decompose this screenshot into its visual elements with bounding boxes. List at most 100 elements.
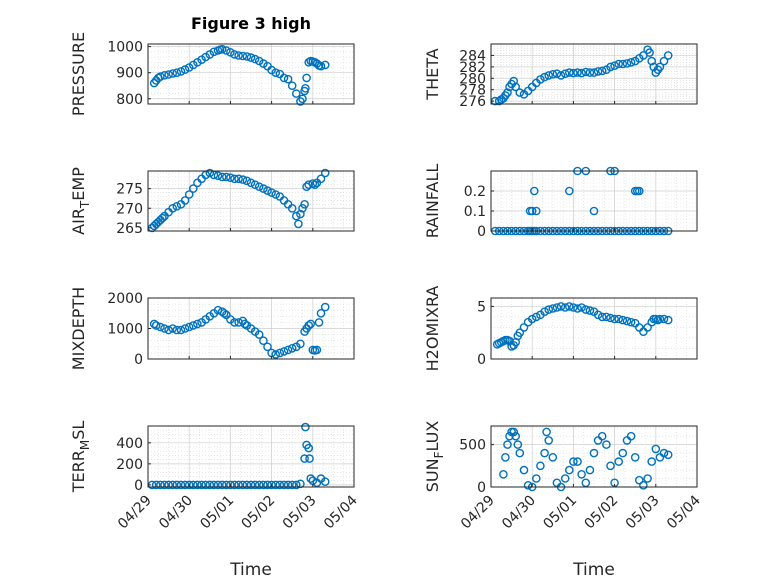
subplot-mixdepth: 0 1000 2000 MIXDEPTH <box>69 287 355 370</box>
data-point <box>287 480 297 490</box>
data-point <box>659 56 669 66</box>
y-axis-label: SUNFLUX <box>423 421 446 493</box>
data-point <box>267 480 276 490</box>
data-point <box>304 321 314 330</box>
data-point <box>254 480 264 490</box>
data-point <box>503 88 512 97</box>
data-point <box>509 427 519 437</box>
data-point <box>250 180 260 189</box>
data-point <box>151 480 161 490</box>
data-point <box>221 172 231 182</box>
data-point <box>240 319 250 329</box>
data-point <box>527 206 537 216</box>
axes-box <box>490 297 698 360</box>
data-point <box>659 314 669 324</box>
data-point <box>296 97 305 106</box>
subplot-terr-msl: 0 200 400 04/29 04/30 05/01 05/02 05/03 05/04 TER… <box>69 421 361 533</box>
data-point <box>569 457 578 466</box>
data-point <box>663 450 673 460</box>
y-tick-label: 0.2 <box>464 184 486 200</box>
data-point <box>560 474 570 483</box>
data-point <box>301 84 310 93</box>
data-point <box>320 302 330 312</box>
data-point <box>168 480 177 490</box>
data-point <box>300 199 309 209</box>
data-point <box>593 67 603 76</box>
axes-box <box>147 43 355 105</box>
subplot-rainfall: 0 0.1 0.2 RAINFALL <box>423 164 698 240</box>
data-point <box>168 324 177 333</box>
data-point <box>577 303 586 312</box>
data-point <box>160 324 169 333</box>
data-point <box>511 82 521 92</box>
data-point <box>193 319 202 329</box>
data-point <box>246 53 256 62</box>
data-point <box>655 62 665 72</box>
data-point <box>168 203 177 213</box>
data-point <box>300 454 309 463</box>
data-point <box>279 73 289 83</box>
data-point <box>622 316 632 326</box>
data-point <box>614 59 624 69</box>
data-point <box>242 176 252 186</box>
data-point <box>158 213 167 223</box>
data-point <box>602 440 611 449</box>
data-point <box>242 52 252 61</box>
data-point <box>201 480 210 490</box>
subplot-h2omixra: 0 5 H2OMIXRA <box>423 286 698 372</box>
data-point <box>548 452 558 462</box>
data-point <box>287 343 297 353</box>
data-point <box>254 330 264 339</box>
data-point <box>219 308 229 318</box>
data-point <box>306 319 316 329</box>
data-point <box>606 62 615 72</box>
data-point <box>246 178 256 188</box>
y-tick-label: 276 <box>459 94 486 110</box>
data-point <box>610 61 619 70</box>
data-point <box>172 480 182 490</box>
data-point <box>234 174 243 184</box>
data-point <box>304 58 314 67</box>
data-point <box>254 56 264 66</box>
data-point <box>259 184 268 193</box>
data-point <box>577 68 586 78</box>
data-point <box>573 68 582 77</box>
data-point <box>151 321 161 330</box>
data-point <box>501 452 510 462</box>
data-point <box>663 51 673 60</box>
data-point <box>302 73 311 83</box>
data-point <box>197 480 206 490</box>
x-tick-label: 05/03 <box>623 493 663 533</box>
axes-box <box>490 43 698 105</box>
data-point <box>176 480 186 490</box>
y-tick-label: 1000 <box>107 322 143 338</box>
data-point <box>296 339 305 349</box>
data-point <box>160 71 169 80</box>
data-point <box>156 480 165 490</box>
data-point <box>184 322 194 332</box>
y-tick-label: 1000 <box>107 40 143 56</box>
data-point <box>279 347 289 356</box>
axes-box <box>147 425 355 488</box>
data-point <box>298 94 307 104</box>
data-point <box>643 323 652 332</box>
data-point <box>552 69 562 78</box>
y-tick-label: 5 <box>477 299 486 315</box>
data-point <box>618 448 628 458</box>
data-point <box>499 469 508 479</box>
data-point <box>193 58 202 67</box>
y-axis-label: H2OMIXRA <box>423 286 442 372</box>
axes-box <box>147 170 355 232</box>
data-point <box>597 431 607 441</box>
data-point <box>180 65 190 74</box>
y-tick-label: 280 <box>459 71 486 87</box>
data-point <box>548 70 558 79</box>
data-point <box>511 431 521 441</box>
data-point <box>156 322 165 332</box>
y-tick-label: 270 <box>116 201 143 217</box>
data-point <box>577 469 586 479</box>
x-tick-label: 04/30 <box>499 493 539 533</box>
data-point <box>585 465 595 475</box>
data-point <box>589 206 599 216</box>
